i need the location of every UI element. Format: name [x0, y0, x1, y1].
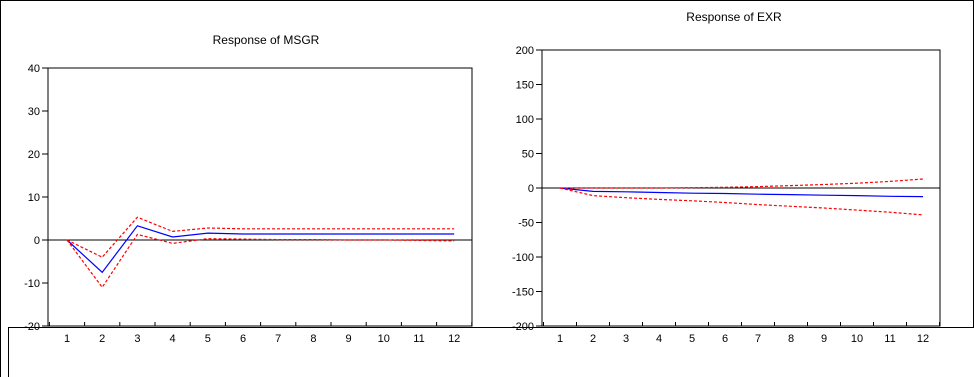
exr-y-tick-label: 100 — [516, 114, 534, 126]
exr-y-tick-label: 0 — [528, 183, 534, 195]
msgr-chart-title: Response of MSGR — [213, 33, 320, 47]
exr-y-tick-label: -200 — [512, 321, 534, 333]
msgr-x-tick-label: 5 — [205, 333, 211, 345]
exr-y-tick-label: -100 — [512, 252, 534, 264]
exr-y-tick-label: -50 — [518, 218, 534, 230]
exr-x-tick-label: 6 — [722, 333, 728, 345]
exr-y-tick-label: 150 — [516, 80, 534, 92]
exr-x-tick-label: 3 — [623, 333, 629, 345]
exr-x-tick-label: 2 — [590, 333, 596, 345]
exr-x-tick-label: 1 — [557, 333, 563, 345]
exr-upper-band-line — [560, 178, 924, 189]
exr-lower-band-line — [559, 187, 924, 216]
exr-x-tick-label: 12 — [917, 333, 929, 345]
msgr-y-tick-label: 40 — [28, 63, 40, 75]
exr-x-tick-label: 11 — [884, 333, 895, 345]
msgr-y-tick-label: 30 — [28, 106, 40, 118]
msgr-x-tick-label: 8 — [310, 333, 316, 345]
msgr-x-tick-label: 4 — [170, 333, 176, 345]
msgr-lower-band-line — [66, 233, 455, 289]
msgr-x-tick-label: 11 — [413, 333, 424, 345]
frame-left-border — [0, 0, 1, 377]
msgr-x-tick-label: 6 — [240, 333, 246, 345]
msgr-response-line — [66, 225, 455, 274]
msgr-x-tick-label: 2 — [99, 333, 105, 345]
msgr-x-tick-label: 10 — [378, 333, 390, 345]
exr-y-tick-label: 200 — [516, 45, 534, 57]
msgr-x-tick-label: 9 — [346, 333, 352, 345]
exr-response-line — [559, 187, 924, 198]
exr-x-tick-label: 5 — [689, 333, 695, 345]
exr-chart-title: Response of EXR — [686, 10, 782, 24]
msgr-y-tick-label: 20 — [28, 149, 40, 161]
msgr-y-tick-label: -10 — [24, 278, 40, 290]
exr-x-tick-label: 7 — [755, 333, 761, 345]
exr-x-tick-label: 9 — [821, 333, 827, 345]
msgr-x-tick-label: 7 — [275, 333, 281, 345]
msgr-y-tick-label: -20 — [24, 321, 40, 333]
frame-bottom-border — [8, 327, 974, 328]
msgr-y-tick-label: 10 — [28, 192, 40, 204]
exr-y-tick-label: 50 — [522, 149, 534, 161]
msgr-x-tick-label: 12 — [448, 333, 460, 345]
msgr-upper-band-line — [66, 216, 455, 258]
exr-x-tick-label: 4 — [656, 333, 662, 345]
frame-inner-left-border — [8, 327, 9, 377]
msgr-y-tick-label: 0 — [34, 235, 40, 247]
msgr-x-tick-label: 3 — [134, 333, 140, 345]
frame-top-border — [0, 0, 974, 1]
msgr-x-tick-label: 1 — [64, 333, 70, 345]
exr-x-tick-label: 8 — [788, 333, 794, 345]
exr-x-tick-label: 10 — [851, 333, 863, 345]
exr-y-tick-label: -150 — [512, 287, 534, 299]
